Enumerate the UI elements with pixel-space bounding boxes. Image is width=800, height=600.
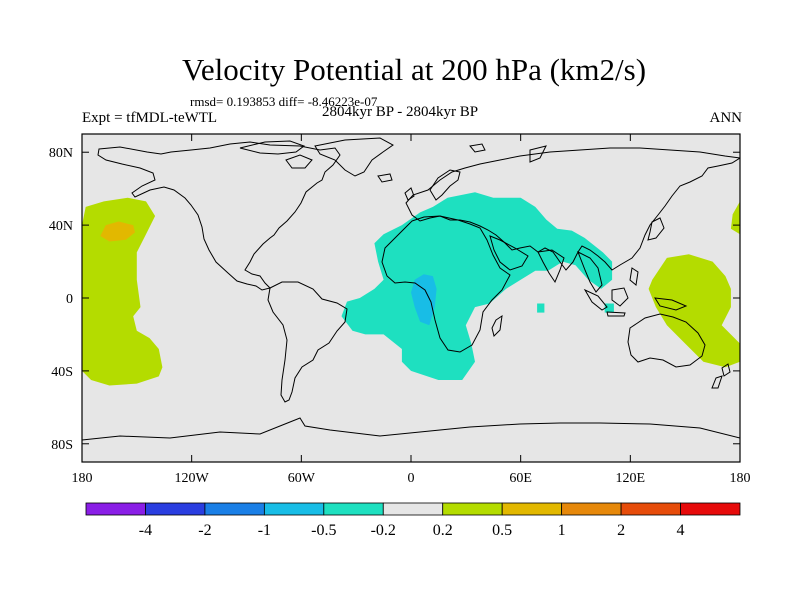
coast-eurasia xyxy=(405,147,740,271)
coast-svalbard xyxy=(469,143,486,153)
colorbar: -4 -2 -1 -0.5 -0.2 0.2 0.5 1 2 4 xyxy=(85,502,741,539)
coast-novaya-zemlya xyxy=(529,145,547,163)
coast-greenland xyxy=(314,137,394,177)
colorbar-label: -0.2 xyxy=(371,522,396,539)
x-tick-label: 60E xyxy=(509,471,532,486)
colorbar-swatch xyxy=(501,502,563,516)
coast-africa xyxy=(381,215,511,353)
dateline-positive-east-edge-region xyxy=(730,201,740,235)
colorbar-label: 4 xyxy=(677,522,685,539)
coast-japan xyxy=(647,217,665,241)
x-tick-label: 0 xyxy=(408,471,415,486)
colorbar-label: -2 xyxy=(198,522,211,539)
colorbar-swatch xyxy=(204,502,265,516)
experiment-label: Expt = tfMDL-teWTL xyxy=(82,110,218,126)
x-tick-label: 180 xyxy=(730,471,751,486)
y-tick-label: 80S xyxy=(51,438,73,453)
coast-java xyxy=(606,311,626,317)
colorbar-swatch xyxy=(561,502,622,516)
colorbar-label: 2 xyxy=(617,522,625,539)
colorbar-label: 0.2 xyxy=(433,522,453,539)
plot-title: Velocity Potential at 200 hPa (km2/s) xyxy=(181,52,647,87)
season-label: ANN xyxy=(709,110,743,126)
colorbar-swatch xyxy=(680,502,741,516)
y-tick-label: 40N xyxy=(49,219,73,234)
coast-australia xyxy=(627,313,706,368)
central-africa-min-region xyxy=(411,274,437,326)
rmsd-diff-stats: rmsd= 0.193853 diff= -8.46223e-07 xyxy=(190,94,378,109)
coast-scandinavia xyxy=(429,169,461,201)
colorbar-label: -1 xyxy=(258,522,271,539)
north-pacific-positive-region xyxy=(82,197,163,386)
x-tick-label: 60W xyxy=(288,471,316,486)
coast-borneo xyxy=(611,287,629,307)
colorbar-swatch xyxy=(323,502,384,516)
coast-new-zealand xyxy=(711,363,731,389)
colorbar-swatch xyxy=(620,502,681,516)
coast-se-asia xyxy=(577,250,603,293)
y-tick-label: 80N xyxy=(49,146,73,161)
coast-philippines xyxy=(629,267,639,286)
coast-north-america xyxy=(97,141,341,291)
map-axes: 180 120W 60W 0 60E 120E 180 80N 40N 0 40S 80S xyxy=(49,134,751,486)
colorbar-swatch xyxy=(442,502,503,516)
colorbar-swatch xyxy=(263,502,325,516)
indonesia-patch-region xyxy=(604,303,614,313)
west-pacific-positive-region xyxy=(648,254,740,368)
coast-arabia xyxy=(489,235,529,271)
colorbar-label: 0.5 xyxy=(492,522,512,539)
colorbar-label: -4 xyxy=(139,522,152,539)
y-tick-label: 0 xyxy=(66,292,73,307)
y-tick-label: 40S xyxy=(51,365,73,380)
x-tick-label: 180 xyxy=(72,471,93,486)
coast-sumatra xyxy=(583,288,608,311)
north-pacific-max-region xyxy=(100,221,135,242)
colorbar-label: -0.5 xyxy=(311,522,336,539)
africa-indian-negative-region xyxy=(341,192,613,380)
period-label: 2804kyr BP - 2804kyr BP xyxy=(322,104,479,120)
contour-fill-layer xyxy=(82,192,740,386)
colorbar-swatch xyxy=(145,502,206,516)
coastline-layer xyxy=(82,137,740,441)
colorbar-label: 1 xyxy=(558,522,566,539)
coast-india xyxy=(537,249,565,284)
coast-new-guinea xyxy=(654,297,688,311)
colorbar-swatch xyxy=(85,502,146,516)
coast-south-america xyxy=(267,281,348,403)
colorbar-swatch xyxy=(382,502,444,516)
coast-baffin-island xyxy=(285,154,313,169)
x-tick-label: 120W xyxy=(175,471,210,486)
coast-canadian-islands xyxy=(239,140,306,155)
x-tick-label: 120E xyxy=(616,471,646,486)
indian-ocean-patch-region xyxy=(537,303,545,313)
coast-madagascar xyxy=(491,314,503,337)
coast-british-isles xyxy=(404,187,415,201)
coast-iceland xyxy=(377,173,393,183)
coast-antarctica xyxy=(82,417,740,441)
